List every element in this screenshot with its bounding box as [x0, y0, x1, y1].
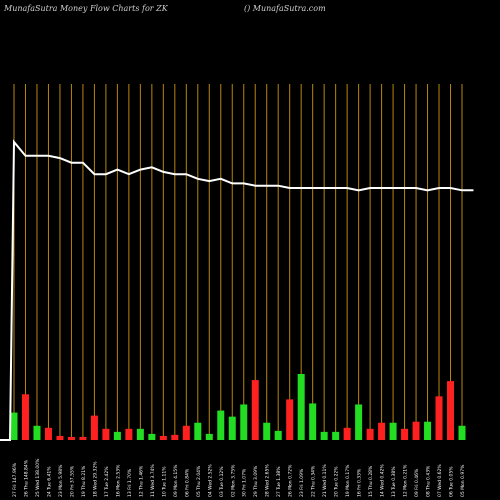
money-flow-bar — [458, 425, 466, 440]
date-labels: 27 Fri 147.96% 26 Thu 148.84% 25 Wed 138.0… — [12, 458, 466, 497]
money-flow-bar — [228, 416, 236, 440]
date-label: 09 Fri 0.46% — [414, 468, 420, 497]
chart-header: MunafaSutra Money Flow Charts for ZK () … — [0, 4, 500, 18]
money-flow-bar — [240, 404, 248, 440]
money-flow-bar — [182, 425, 190, 440]
money-flow-bar — [401, 428, 409, 440]
date-label: 15 Thu 0.28% — [368, 465, 374, 497]
date-label: 11 Wed 3.74% — [150, 464, 156, 497]
date-label: 27 Fri 147.96% — [12, 462, 18, 497]
money-flow-bar — [171, 434, 179, 440]
money-flow-bar — [332, 431, 340, 440]
date-label: 08 Thu 0.43% — [426, 465, 432, 497]
money-flow-bar — [378, 422, 386, 440]
money-flow-bars — [10, 374, 466, 440]
date-label: 04 Wed 2.52% — [207, 464, 213, 497]
date-label: 13 Tue 0.38% — [391, 466, 397, 497]
date-label: 12 Mon 0.21% — [403, 464, 409, 497]
date-label: 12 Thu 1.46% — [138, 465, 144, 497]
money-flow-bar — [194, 422, 202, 440]
date-label: 03 Tue 0.12% — [219, 466, 225, 497]
chart-title: MunafaSutra Money Flow Charts for ZK — [4, 4, 168, 13]
money-flow-bar — [263, 422, 271, 440]
date-label: 19 Thu 8.21% — [81, 465, 87, 497]
chart-source: () MunafaSutra.com — [244, 4, 326, 13]
date-label: 24 Tue 6.41% — [46, 466, 52, 497]
date-label: 05 Mon 0.97% — [460, 464, 466, 497]
date-label: 19 Mon 0.17% — [345, 464, 351, 497]
date-label: 21 Wed 0.11% — [322, 464, 328, 497]
date-label: 07 Wed 0.62% — [437, 464, 443, 497]
money-flow-bar — [343, 427, 351, 440]
date-label: 13 Fri 1.70% — [127, 468, 133, 497]
money-flow-bar — [424, 421, 432, 440]
money-flow-bar — [90, 415, 98, 440]
money-flow-bar — [33, 425, 41, 440]
date-label: 23 Mon 5.98% — [58, 464, 64, 497]
date-label: 16 Mon 2.53% — [115, 464, 121, 497]
date-label: 09 Mon 4.15% — [173, 464, 179, 497]
money-flow-bar — [389, 422, 397, 440]
date-label: 18 Wed 29.32% — [92, 461, 98, 497]
money-flow-bar — [355, 404, 363, 440]
money-flow-bar — [435, 396, 443, 440]
money-flow-bar — [447, 381, 455, 440]
money-flow-bar — [136, 428, 144, 440]
money-flow-bar — [366, 428, 374, 440]
date-label: 26 Thu 148.84% — [23, 459, 29, 497]
money-flow-bar — [10, 412, 18, 440]
date-label: 16 Fri 0.33% — [357, 468, 363, 497]
date-label: 20 Fri 37.55% — [69, 465, 75, 497]
date-label: 17 Tue 2.42% — [104, 466, 110, 497]
money-flow-bar — [297, 374, 305, 440]
money-flow-bar — [44, 427, 52, 440]
date-label: 28 Wed 2.65% — [265, 464, 271, 497]
money-flow-bar — [320, 431, 328, 440]
date-label: 27 Tue 1.38% — [276, 466, 282, 497]
money-flow-bar — [309, 403, 317, 440]
date-label: 29 Thu 3.09% — [253, 465, 259, 497]
money-flow-bar — [251, 380, 259, 440]
money-flow-bar — [412, 421, 420, 440]
money-flow-bar — [205, 433, 213, 440]
date-label: 23 Fri 1.09% — [299, 468, 305, 497]
money-flow-bar — [102, 428, 110, 440]
money-flow-bar — [148, 433, 156, 440]
money-flow-bar — [274, 430, 282, 440]
money-flow-bar — [67, 436, 75, 440]
money-flow-bar — [217, 410, 225, 440]
date-label: 06 Fri 0.84% — [184, 468, 190, 497]
date-label: 06 Tue 0.05% — [449, 466, 455, 497]
price-line — [0, 139, 474, 441]
date-label: 26 Mon 0.72% — [288, 464, 294, 497]
money-flow-bar — [79, 436, 87, 440]
date-label: 25 Wed 138.00% — [35, 458, 41, 497]
money-flow-bar — [159, 435, 167, 440]
money-flow-bar — [56, 435, 64, 440]
money-flow-bar — [286, 399, 294, 440]
money-flow-bar — [21, 394, 29, 440]
date-label: 05 Thu 2.04% — [196, 465, 202, 497]
date-label: 10 Tue 1.11% — [161, 466, 167, 497]
date-label: 14 Wed 0.42% — [380, 464, 386, 497]
date-label: 30 Fri 1.07% — [242, 468, 248, 497]
money-flow-bar — [125, 428, 133, 440]
money-flow-bar — [113, 431, 121, 440]
gridlines — [13, 84, 463, 440]
date-label: 02 Mon 3.75% — [230, 464, 236, 497]
date-label: 22 Thu 0.34% — [311, 465, 317, 497]
date-label: 20 Tue 0.22% — [334, 466, 340, 497]
